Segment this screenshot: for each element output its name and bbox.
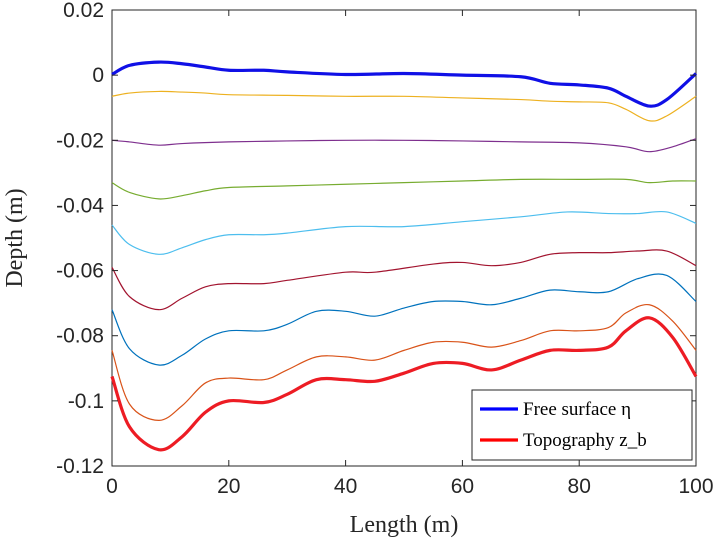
y-axis-label: Depth (m) xyxy=(2,188,28,287)
series-line-5 xyxy=(111,249,697,311)
legend-box xyxy=(471,389,693,461)
y-tick-label: 0 xyxy=(92,64,104,87)
y-tick-label: -0.08 xyxy=(56,325,104,348)
y-tick-label: -0.04 xyxy=(56,194,104,217)
series-line-2 xyxy=(111,138,697,153)
y-tick-label: -0.12 xyxy=(56,455,104,478)
x-tick-label: 40 xyxy=(334,475,357,498)
series-line-1 xyxy=(111,90,697,122)
x-tick-label: 0 xyxy=(106,475,118,498)
series-line-7 xyxy=(111,303,697,422)
legend-label-free-surface: Free surface η xyxy=(523,399,631,420)
series-line-3 xyxy=(111,178,697,200)
y-tick-label: 0.02 xyxy=(63,0,104,22)
legend: Free surface η Topography z_b xyxy=(471,389,693,461)
x-tick-label: 80 xyxy=(568,475,591,498)
x-tick-label: 60 xyxy=(451,475,474,498)
x-axis-label: Length (m) xyxy=(350,512,459,538)
ticks-layer: 0 20 40 60 80 100 0.02 0 -0.02 -0.04 -0.06 -0.08 -0.… xyxy=(56,0,713,498)
series-line-6 xyxy=(111,273,697,366)
y-tick-label: -0.1 xyxy=(68,390,104,413)
series-line-free-surface xyxy=(111,60,698,108)
series-line-topography-z-b xyxy=(110,316,698,452)
y-tick-label: -0.02 xyxy=(56,129,104,152)
x-tick-label: 20 xyxy=(217,475,240,498)
x-tick-label: 100 xyxy=(678,475,713,498)
y-tick-label: -0.06 xyxy=(56,260,104,283)
legend-label-topography: Topography z_b xyxy=(523,430,647,451)
series-line-4 xyxy=(111,210,697,255)
series-layer xyxy=(110,60,698,452)
